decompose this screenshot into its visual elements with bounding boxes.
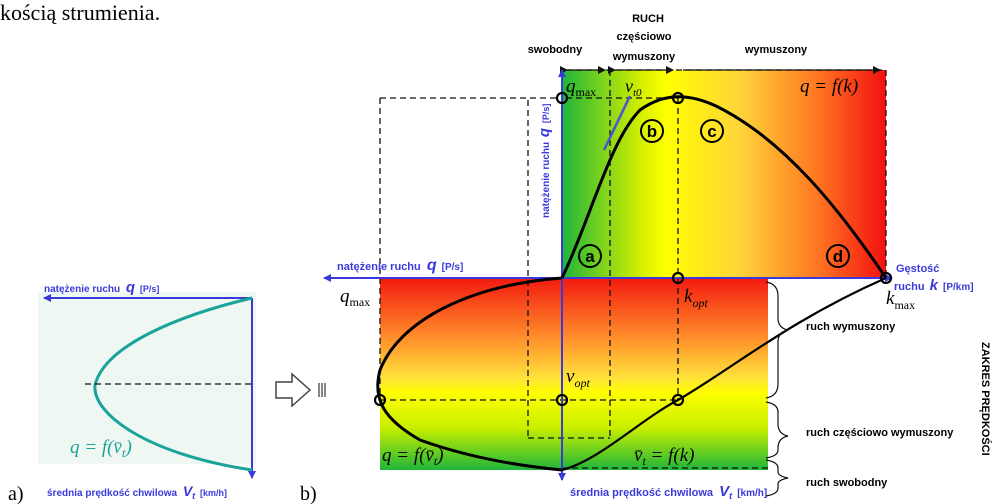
panel-a-curve xyxy=(93,296,253,472)
range-braces xyxy=(765,281,789,497)
q-axis-left-label: natężenie ruchu q [P/s] xyxy=(337,257,463,274)
panel-b-letter: b) xyxy=(300,483,317,504)
vt0-tangent xyxy=(602,95,632,151)
v-opt-label: vopt xyxy=(566,366,590,390)
f-vk-label: v̄t = f(k) xyxy=(634,445,694,468)
k-axis-label-2: ruchu k [P/km] xyxy=(894,277,974,294)
ruch-swobodny-label: ruch swobodny xyxy=(806,477,888,489)
v-axis-label: średnia prędkość chwilowa Vt [km/h] xyxy=(570,483,767,502)
zone-markers xyxy=(578,119,850,268)
panel-a-q-axis-label: natężenie ruchu q [P/s] xyxy=(44,279,159,296)
regime-free-label: swobodny xyxy=(528,44,583,56)
panel-b: a b c d RUCH swobodny częściowo wymuszon… xyxy=(323,13,992,502)
f-qk-label: q = f(k) xyxy=(800,76,858,97)
panel-a-v-axis-label: średnia prędkość chwilowa Vt [km/h] xyxy=(47,483,227,502)
zone-d: d xyxy=(833,247,843,266)
q-max-top: qmax xyxy=(566,76,596,99)
panel-a: natężenie ruchu q [P/s] q = f(v̄t) a) śr… xyxy=(8,279,256,504)
k-axis-label-1: Gęstość xyxy=(896,263,939,275)
regime-partial-label-2: wymuszony xyxy=(612,51,676,63)
ruch-wymuszony-label: ruch wymuszony xyxy=(806,321,896,333)
header-fragment: kością strumienia. xyxy=(0,0,160,25)
zakres-predkosci-label: ZAKRES PRĘDKOŚCI xyxy=(979,342,992,456)
v-t0-label: vt0 xyxy=(625,76,642,99)
zone-c: c xyxy=(707,122,716,141)
key-points xyxy=(373,91,893,407)
ruch-czesciowo-label: ruch częściowo wymuszony xyxy=(806,427,954,439)
q-axis-vertical-label: natężenie ruchu q [P/s] xyxy=(536,104,553,218)
regime-partial-label-1: częściowo xyxy=(616,31,671,43)
panel-a-letter: a) xyxy=(8,483,24,504)
panel-a-formula: q = f(v̄t) xyxy=(70,437,132,460)
upper-gradient-area xyxy=(562,70,886,278)
q-k-curve xyxy=(560,95,888,279)
hollow-arrow-icon xyxy=(275,372,326,408)
q-max-left: qmax xyxy=(340,286,370,309)
f-qv-label: q = f(v̄t) xyxy=(382,445,444,468)
zone-a: a xyxy=(585,247,595,266)
ruch-title: RUCH xyxy=(632,13,664,25)
regime-forced-label: wymuszony xyxy=(744,44,808,56)
panel-a-background xyxy=(38,292,256,464)
v-k-curve xyxy=(561,276,887,472)
k-max-label: kmax xyxy=(886,288,915,312)
q-v-curve xyxy=(376,276,563,472)
k-opt-label: kopt xyxy=(684,286,708,310)
zone-b: b xyxy=(647,122,657,141)
